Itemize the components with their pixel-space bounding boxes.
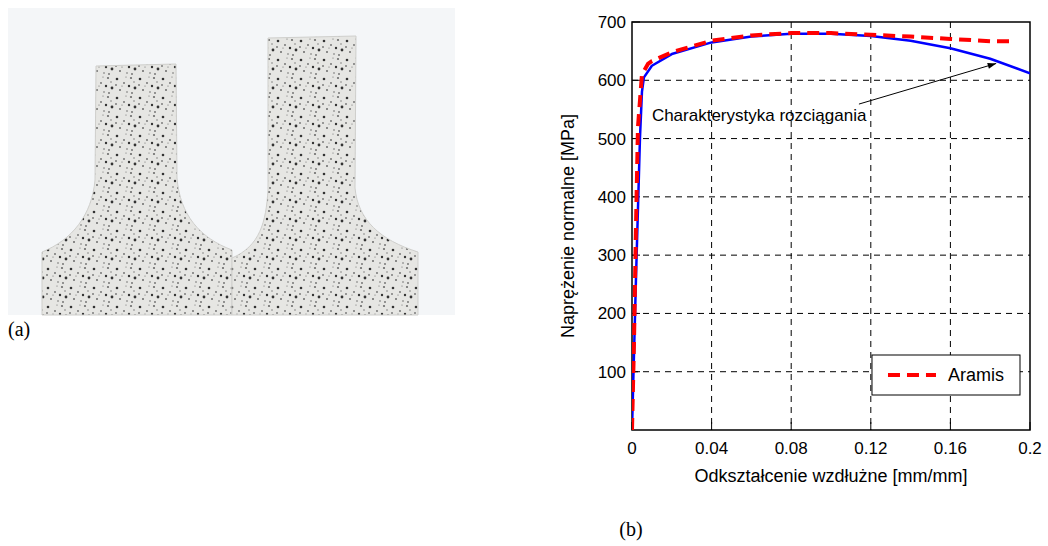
tick-label: 300 — [598, 246, 626, 265]
tick-label: 200 — [598, 304, 626, 323]
panel-label: (a) — [8, 318, 30, 341]
legend-label: Aramis — [948, 365, 1004, 385]
tick-label: 400 — [598, 188, 626, 207]
axis-title: Naprężenie normalne [MPa] — [558, 114, 578, 338]
tick-mark — [950, 422, 951, 430]
tick-mark — [711, 422, 712, 430]
legend-swatch — [888, 373, 936, 377]
tick-mark — [791, 422, 792, 430]
grid-line — [632, 80, 1030, 81]
specimen-left — [42, 64, 232, 315]
plot-frame — [632, 22, 1030, 430]
grid-line — [632, 313, 1030, 314]
tick-mark — [870, 422, 871, 430]
panel-label: (b) — [619, 518, 642, 541]
tick-label: 0.2 — [1018, 439, 1042, 458]
tick-label: 500 — [598, 130, 626, 149]
specimen-photo — [8, 8, 455, 315]
grid-line — [632, 138, 1030, 139]
series-line — [632, 33, 1010, 430]
specimen-right — [232, 36, 418, 315]
tick-label: 0.08 — [775, 439, 808, 458]
annotation-arrow — [859, 63, 996, 104]
photo-background — [8, 8, 455, 315]
axes: 0 0.04 0.08 0.12 0.16 0.2 100 200 300 400 500 600 70… — [598, 13, 1042, 458]
tick-label: 0.16 — [934, 439, 967, 458]
annotation-arrowhead — [987, 63, 996, 69]
grid-line — [632, 255, 1030, 256]
tick-label: 600 — [598, 71, 626, 90]
tick-label: 700 — [598, 13, 626, 32]
grid-line — [870, 22, 871, 430]
grid-line — [711, 22, 712, 430]
tick-label: 100 — [598, 363, 626, 382]
annotation: Charakterystyka rozciągania — [652, 106, 867, 125]
plot-area — [632, 33, 1030, 430]
tick-label: 0.04 — [695, 439, 728, 458]
tick-label: 0 — [627, 439, 636, 458]
series-line — [632, 34, 1030, 430]
grid-line — [791, 22, 792, 430]
legend-box — [872, 355, 1020, 395]
grid — [632, 22, 1030, 430]
legend: Aramis — [872, 355, 1020, 395]
axis-title: Odkształcenie wzdłużne [mm/mm] — [694, 466, 967, 486]
tick-label: 0.12 — [854, 439, 887, 458]
figure: (a) 0 0.04 0.08 0.12 0.16 0.2 100 200 300 400 500 60… — [0, 0, 1048, 546]
grid-line — [632, 196, 1030, 197]
tick-mark — [632, 80, 640, 81]
